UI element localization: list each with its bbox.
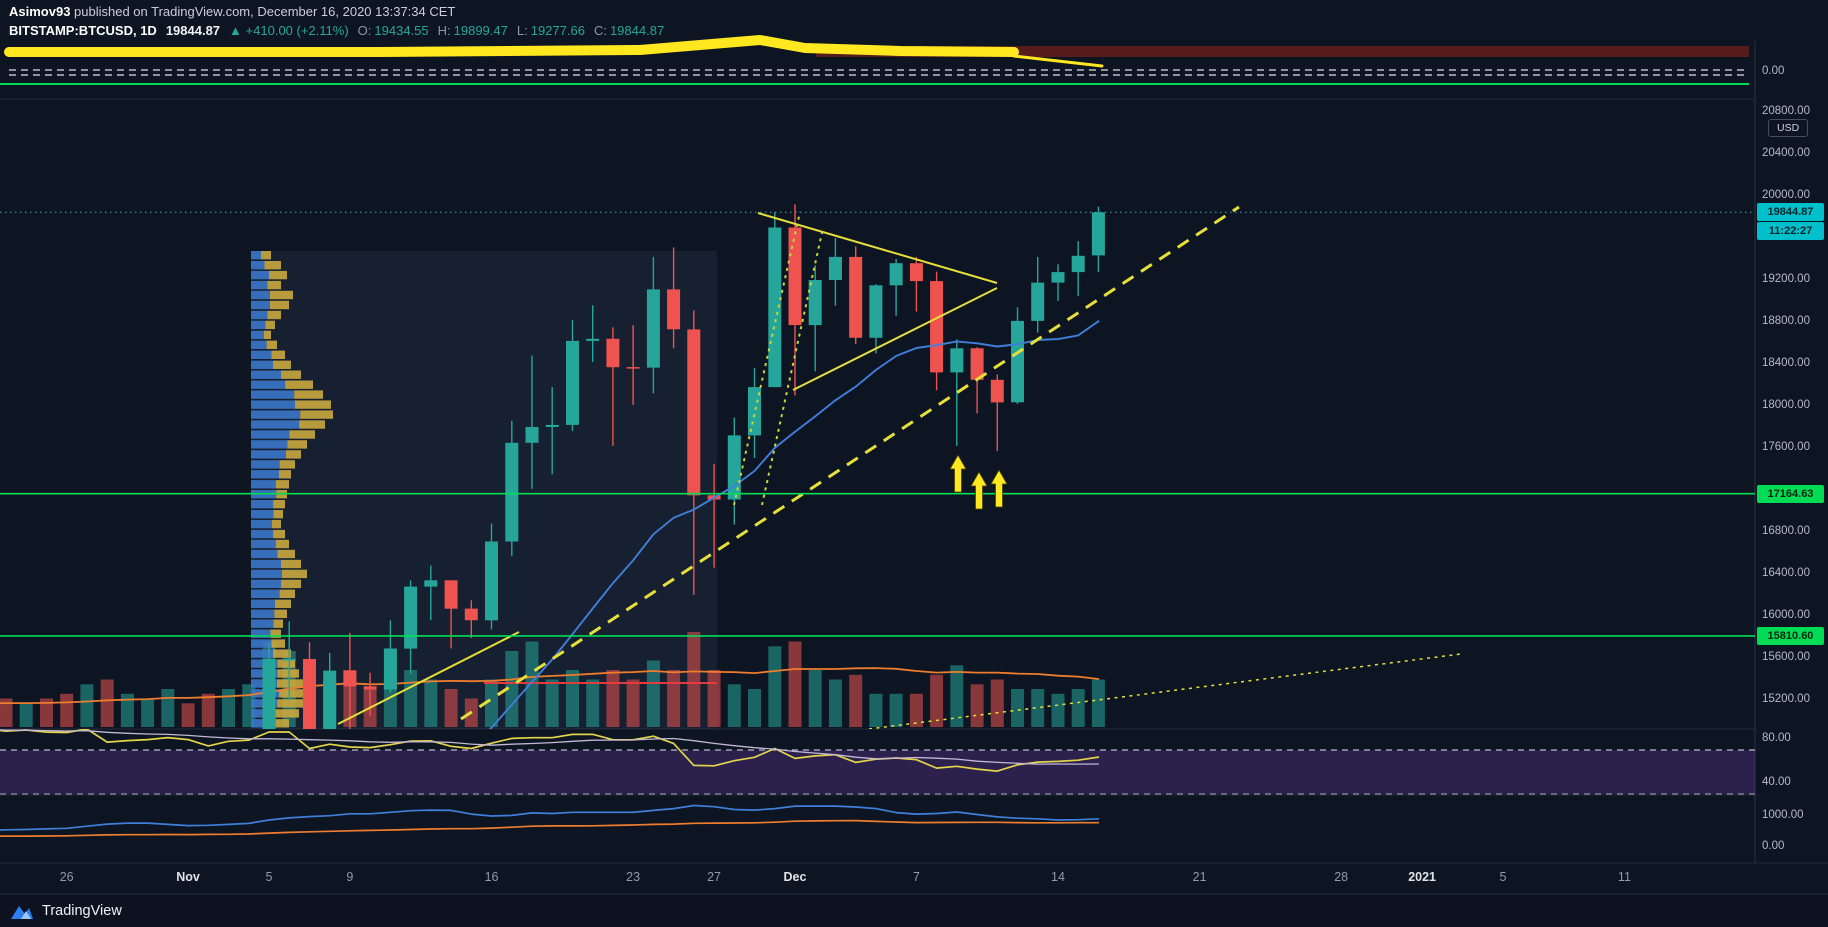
chart-header: Asimov93 published on TradingView.com, D… — [0, 0, 1828, 38]
time-axis-label: 2021 — [1408, 870, 1437, 884]
header-last-price: 19844.87 — [165, 22, 221, 38]
volume-tick-label: 1000.00 — [1762, 809, 1804, 821]
time-axis[interactable]: 26 Nov 5 9 16 23 27 Dec 7 14 21 28 2021 5 11 — [0, 863, 1755, 894]
price-tick-label: 20000.00 — [1762, 189, 1810, 201]
buy-arrows — [949, 454, 1008, 510]
open-value-pair: O: 19434.55 — [358, 23, 429, 39]
tradingview-logo-icon[interactable] — [10, 900, 34, 922]
time-axis-label: 26 — [59, 870, 74, 884]
level-price-label: 15810.60 — [1757, 626, 1824, 645]
footer-bar: TradingView — [0, 895, 1828, 927]
price-tick-label: 17600.00 — [1762, 441, 1810, 453]
close-value: 19844.87 — [609, 22, 665, 38]
up-arrow-icon: ▲ — [229, 22, 242, 38]
trendlines — [337, 205, 1462, 729]
symbol-info-line: BITSTAMP:BTCUSD, 1D 19844.87 ▲ +410.00 (… — [9, 23, 1828, 39]
price-tick-label: 15200.00 — [1762, 693, 1810, 705]
author-username[interactable]: Asimov93 — [9, 4, 71, 19]
open-label: O: — [357, 22, 372, 38]
open-value: 19434.55 — [374, 22, 429, 38]
time-axis-label: 7 — [912, 870, 920, 884]
time-axis-label: 21 — [1192, 870, 1207, 884]
time-axis-label: 16 — [484, 870, 499, 884]
volume-osc-pane — [0, 804, 1100, 837]
high-value-pair: H: 19899.47 — [438, 23, 508, 39]
price-tick-label: 16800.00 — [1762, 525, 1810, 537]
time-axis-label: 14 — [1051, 870, 1065, 884]
low-value: 19277.66 — [530, 22, 585, 38]
high-label: H: — [437, 22, 451, 38]
time-axis-label: 5 — [1499, 870, 1507, 884]
time-axis-label: Dec — [783, 870, 807, 884]
time-axis-label: 9 — [346, 870, 354, 884]
oscillator-tick-label: 80.00 — [1762, 732, 1791, 744]
time-axis-label: 11 — [1617, 870, 1631, 884]
close-value-pair: C: 19844.87 — [594, 23, 664, 39]
oscillator-pane — [0, 729, 1755, 795]
time-axis-label: 28 — [1334, 870, 1349, 884]
level-price-label: 17164.63 — [1757, 484, 1824, 503]
candles — [262, 204, 1105, 729]
price-tick-label: 20800.00 — [1762, 105, 1810, 117]
volume-tick-label: 0.00 — [1762, 840, 1785, 852]
low-label: L: — [516, 22, 528, 38]
time-axis-label: 5 — [265, 870, 273, 884]
horizontal-level-lines — [0, 492, 1755, 637]
last-price-label: 19844.87 — [1757, 203, 1824, 222]
price-change-value: +410.00 (+2.11%) — [245, 22, 349, 38]
price-tick-zero: 0.00 — [1762, 65, 1785, 77]
high-value: 19899.47 — [453, 22, 508, 38]
time-axis-label: 23 — [626, 870, 641, 884]
price-tick-label: 15600.00 — [1762, 651, 1810, 663]
low-value-pair: L: 19277.66 — [517, 23, 585, 39]
publish-info-text: published on TradingView.com, December 1… — [70, 4, 456, 19]
price-tick-label: 16400.00 — [1762, 567, 1810, 579]
currency-toggle-button[interactable]: USD — [1768, 119, 1809, 137]
symbol-title[interactable]: BITSTAMP:BTCUSD, 1D — [9, 22, 157, 38]
price-axis[interactable]: USD 0.00 19844.87 11:22:27 17164.63 1581… — [1755, 0, 1828, 927]
price-tick-label: 18000.00 — [1762, 399, 1810, 411]
time-axis-label: 27 — [707, 870, 721, 884]
price-tick-label: 16000.00 — [1762, 609, 1810, 621]
bar-countdown-label: 11:22:27 — [1757, 222, 1824, 241]
close-label: C: — [593, 22, 607, 38]
price-tick-label: 18400.00 — [1762, 357, 1810, 369]
price-change: ▲ +410.00 (+2.11%) — [229, 23, 349, 39]
price-tick-label: 18800.00 — [1762, 315, 1810, 327]
price-tick-label: 20400.00 — [1762, 147, 1810, 159]
tradingview-brand[interactable]: TradingView — [42, 903, 122, 919]
top-drawings — [0, 35, 1749, 85]
oscillator-tick-label: 40.00 — [1762, 776, 1791, 788]
price-tick-label: 19200.00 — [1762, 273, 1810, 285]
publish-info-line: Asimov93 published on TradingView.com, D… — [9, 4, 1828, 20]
time-axis-label: Nov — [176, 870, 200, 884]
